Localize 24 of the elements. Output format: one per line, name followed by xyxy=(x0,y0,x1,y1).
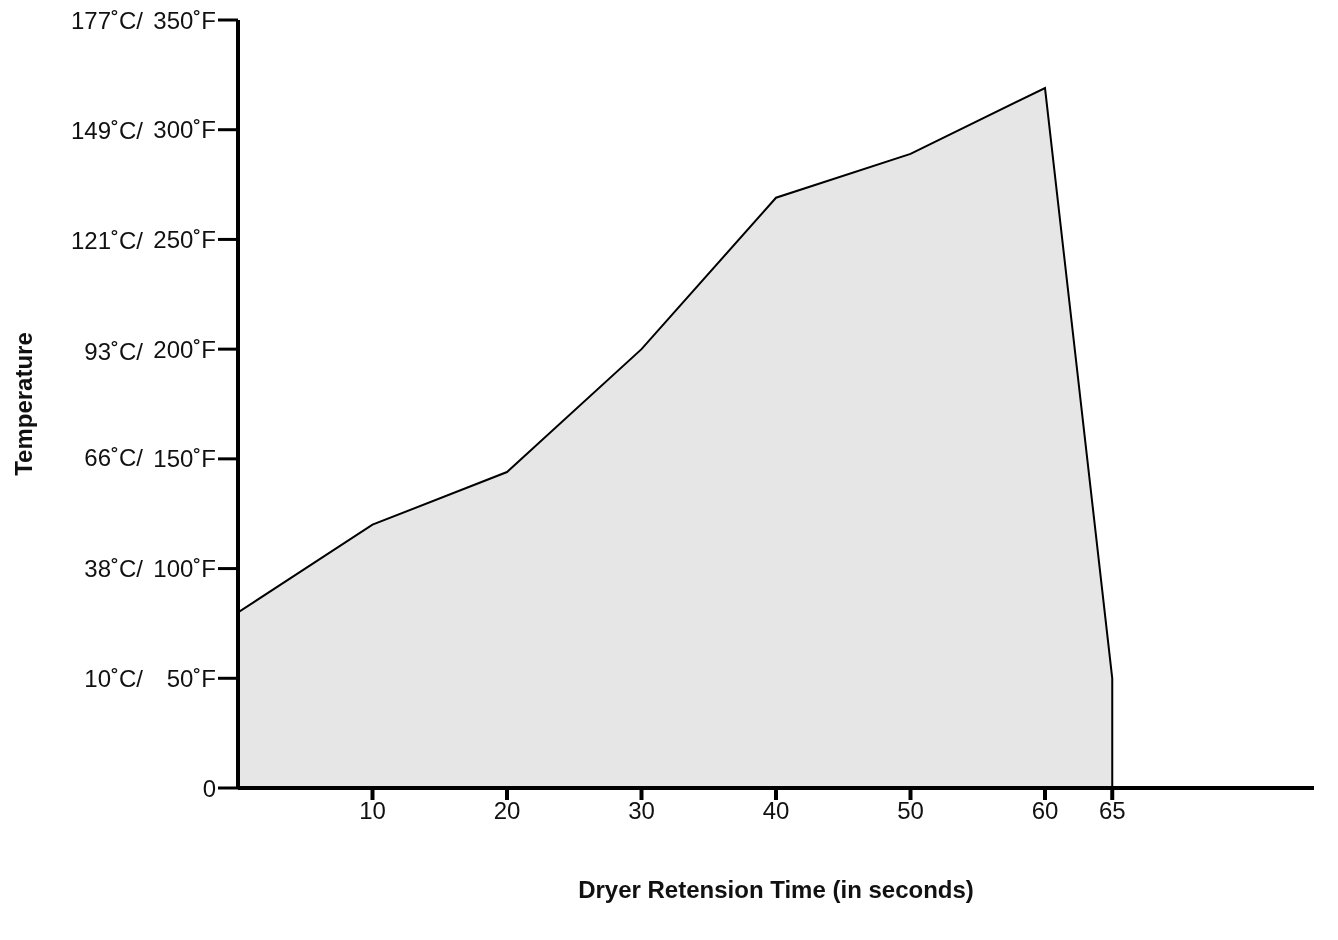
y2-tick-label: 100˚F xyxy=(153,555,216,583)
y-tick-label: 10˚C/ xyxy=(84,664,144,692)
x-axis-title: Dryer Retension Time (in seconds) xyxy=(578,876,974,903)
y-tick-label: 93˚C/ xyxy=(84,337,144,365)
y2-tick-label: 300˚F xyxy=(153,116,216,144)
x-tick-label: 20 xyxy=(493,797,521,825)
x-tick-label: 10 xyxy=(359,797,386,825)
x-tick-label: 50 xyxy=(897,797,924,825)
x-tick-label: 30 xyxy=(628,797,655,825)
y-tick-label: 121˚C/ xyxy=(70,227,144,255)
y2-tick-label: 250˚F xyxy=(153,225,216,253)
y2-tick-label: 200˚F xyxy=(153,335,216,363)
y2-tick-label: 350˚F xyxy=(153,6,216,34)
y-tick-label: 38˚C/ xyxy=(84,554,144,582)
y2-tick-label: 0 xyxy=(202,774,216,802)
x-tick-label: 40 xyxy=(762,797,790,825)
x-tick-label: 65 xyxy=(1098,797,1126,825)
y2-tick-label: 150˚F xyxy=(153,445,216,473)
y2-tick-label: 50˚F xyxy=(166,664,216,692)
y-axis-title: Temperature xyxy=(9,332,37,476)
x-tick-label: 60 xyxy=(1031,797,1059,825)
y-tick-label: 177˚C/ xyxy=(70,6,144,34)
y-tick-label: 149˚C/ xyxy=(70,116,144,144)
y-tick-label: 66˚C/ xyxy=(84,444,144,472)
